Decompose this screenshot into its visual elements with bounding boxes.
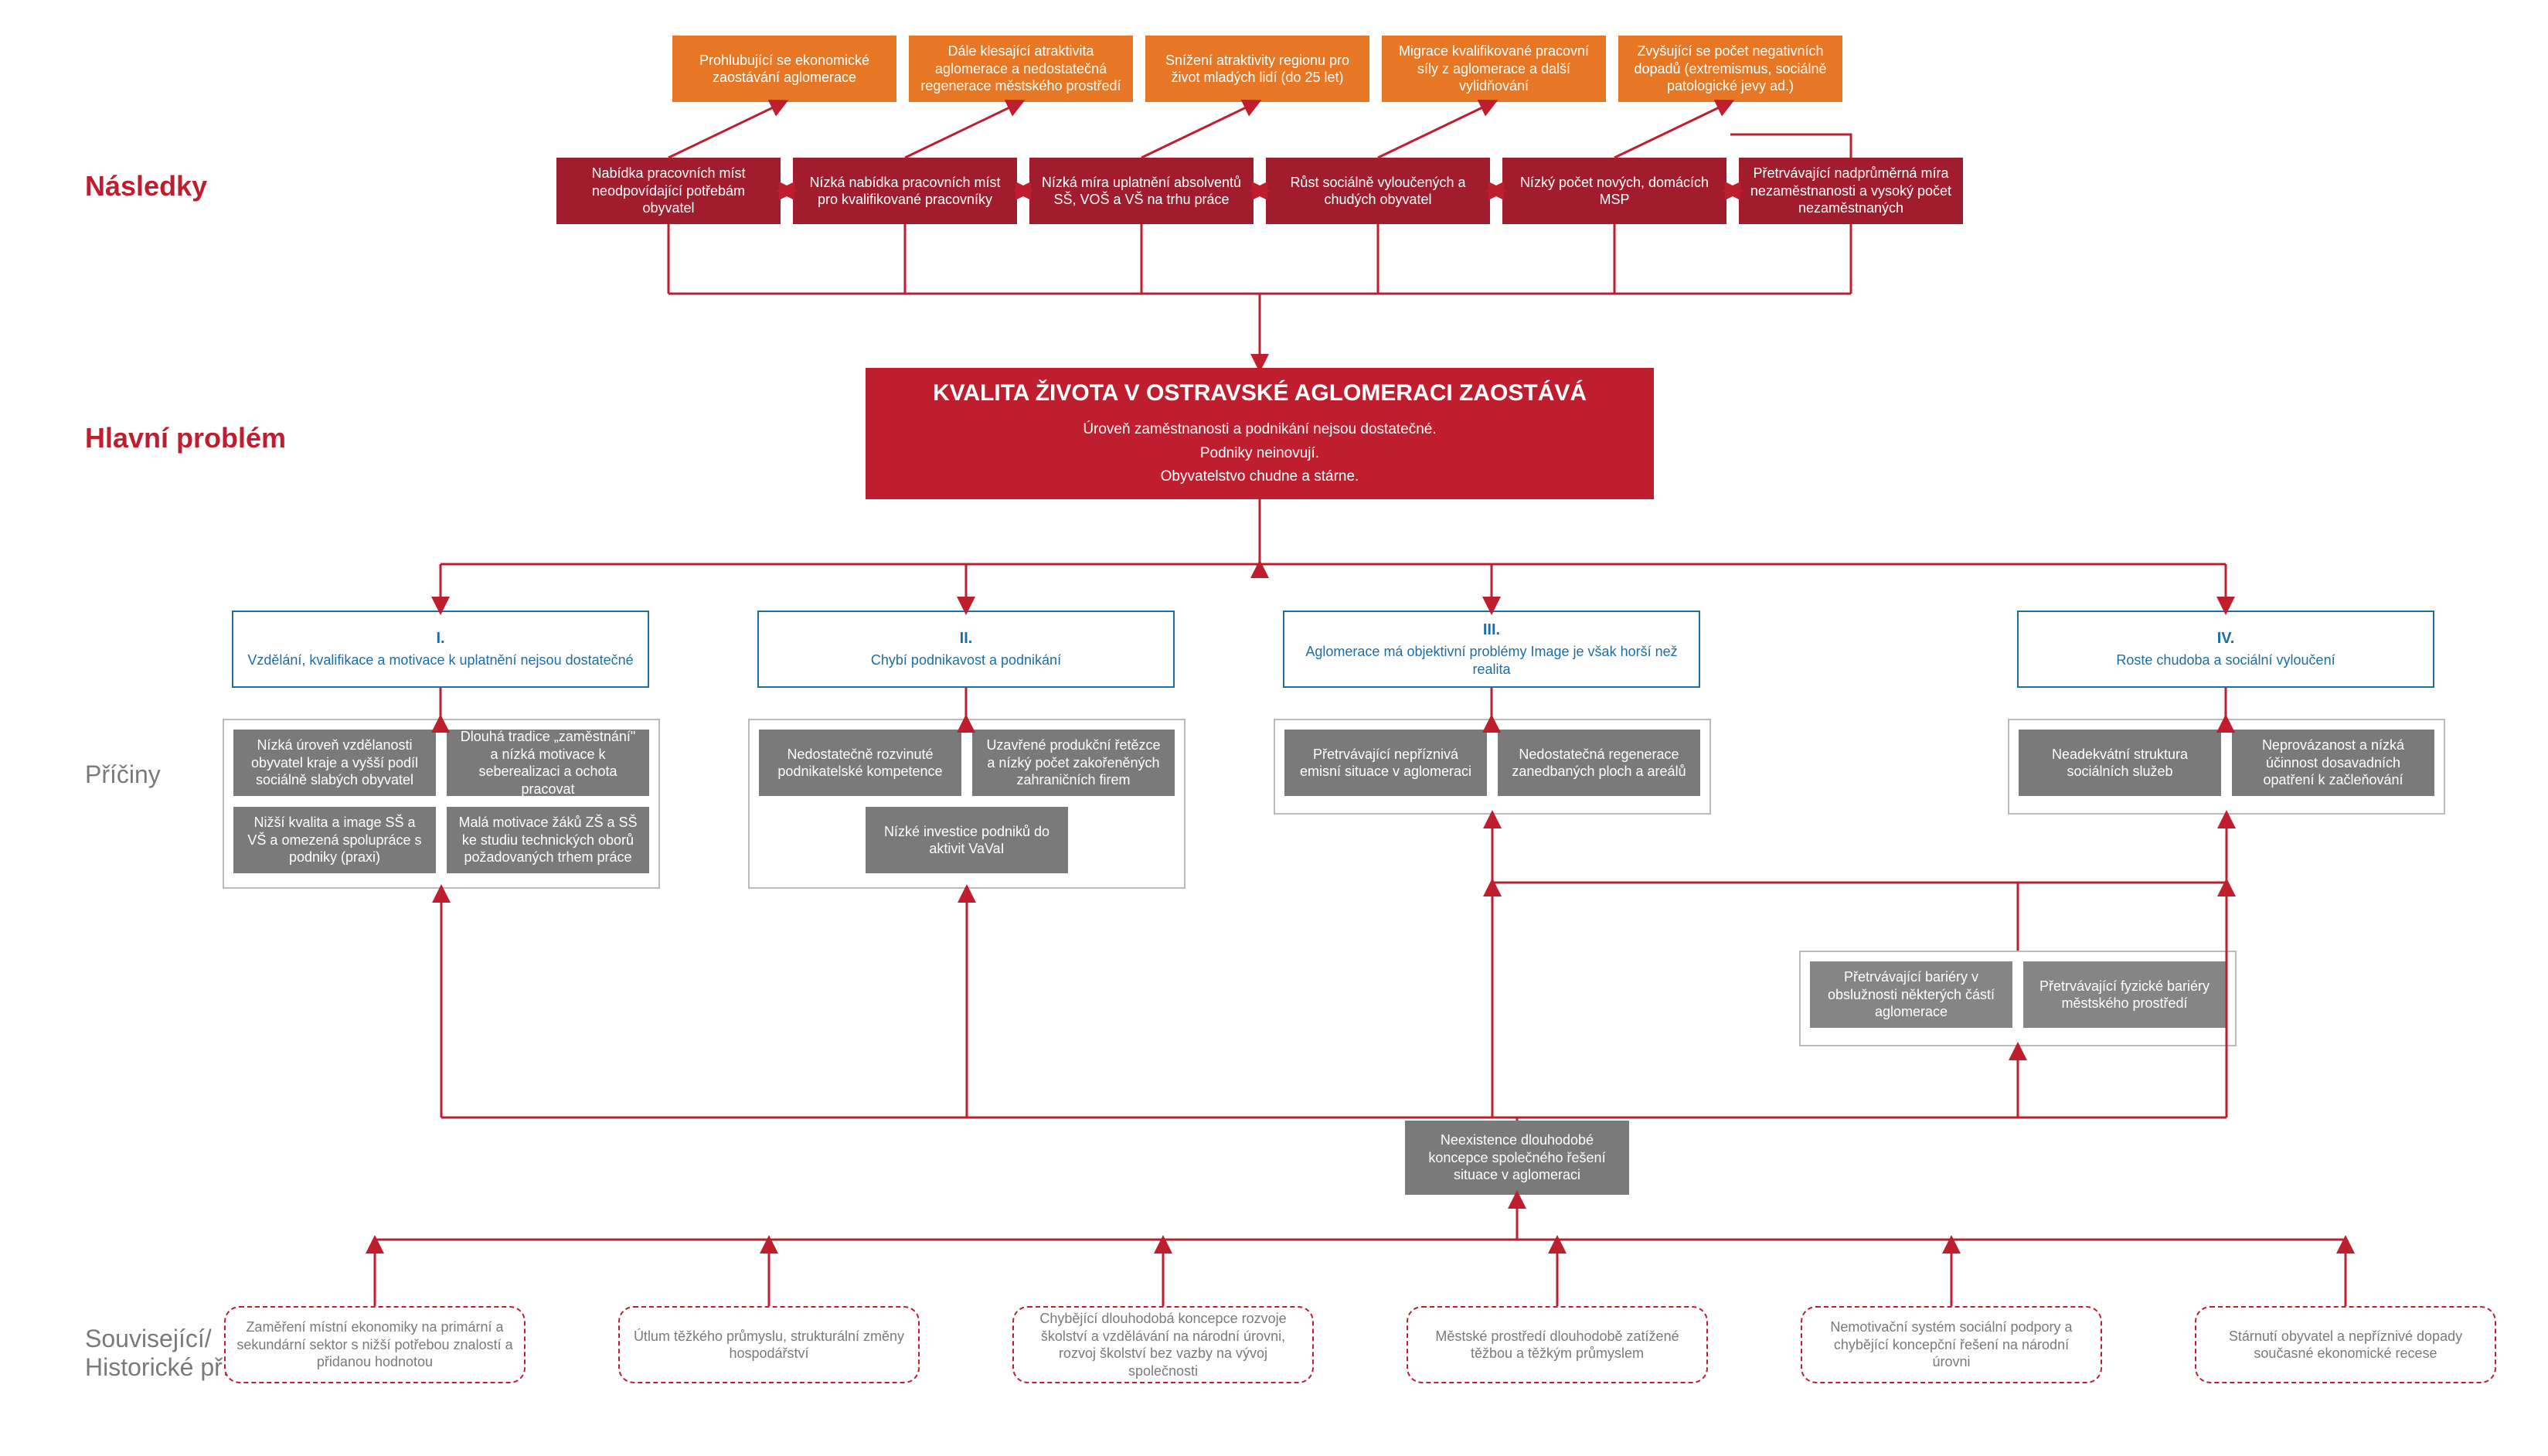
r6: Přetrvávající nadprůměrná míra nezaměstn… xyxy=(1739,158,1963,224)
g1b: Dlouhá tradice „zaměstnání" a nízká moti… xyxy=(447,730,649,796)
g1c: Nižší kvalita a image SŠ a VŠ a omezená … xyxy=(233,807,436,873)
gK: Neexistence dlouhodobé koncepce společné… xyxy=(1405,1121,1629,1195)
o3: Snížení atraktivity regionu pro život ml… xyxy=(1145,36,1369,102)
o4: Migrace kvalifikované pracovní síly z ag… xyxy=(1382,36,1606,102)
diagram: NásledkyHlavní problémPříčinySouvisející… xyxy=(31,23,2504,1433)
r4: Růst sociálně vyloučených a chudých obyv… xyxy=(1266,158,1490,224)
g3b: Nedostatečná regenerace zanedbaných ploc… xyxy=(1498,730,1700,796)
r3: Nízká míra uplatnění absolventů SŠ, VOŠ … xyxy=(1029,158,1254,224)
g4b: Neprovázanost a nízká účinnost dosavadní… xyxy=(2232,730,2434,796)
g1a: Nízká úroveň vzdělanosti obyvatel kraje … xyxy=(233,730,436,796)
g4a: Neadekvátní struktura sociálních služeb xyxy=(2019,730,2221,796)
g2b: Uzavřené produkční řetězce a nízký počet… xyxy=(972,730,1175,796)
g3a: Přetrvávající nepříznivá emisní situace … xyxy=(1284,730,1487,796)
r1: Nabídka pracovních míst neodpovídající p… xyxy=(556,158,781,224)
d6: Stárnutí obyvatel a nepříznivé dopady so… xyxy=(2195,1306,2496,1383)
b3: III.Aglomerace má objektivní problémy Im… xyxy=(1283,611,1700,688)
d1: Zaměření místní ekonomiky na primární a … xyxy=(224,1306,526,1383)
o2: Dále klesající atraktivita aglomerace a … xyxy=(909,36,1133,102)
d5: Nemotivační systém sociální podpory a ch… xyxy=(1801,1306,2102,1383)
g2a: Nedostatečně rozvinuté podnikatelské kom… xyxy=(759,730,961,796)
d3: Chybějící dlouhodobá koncepce rozvoje šk… xyxy=(1012,1306,1314,1383)
o5: Zvyšující se počet negativních dopadů (e… xyxy=(1618,36,1842,102)
g5b: Přetrvávající fyzické bariéry městského … xyxy=(2023,961,2226,1028)
g1d: Malá motivace žáků ZŠ a SŠ ke studiu tec… xyxy=(447,807,649,873)
g2c: Nízké investice podniků do aktivit VaVaI xyxy=(866,807,1068,873)
b2: II.Chybí podnikavost a podnikání xyxy=(757,611,1175,688)
g5a: Přetrvávající bariéry v obslužnosti někt… xyxy=(1810,961,2012,1028)
b1: I.Vzdělání, kvalifikace a motivace k upl… xyxy=(232,611,649,688)
r2: Nízká nabídka pracovních míst pro kvalif… xyxy=(793,158,1017,224)
main: KVALITA ŽIVOTA V OSTRAVSKÉ AGLOMERACI ZA… xyxy=(866,368,1654,499)
label-nasledky: Následky xyxy=(85,170,207,202)
label-hlavni: Hlavní problém xyxy=(85,422,286,454)
r5: Nízký počet nových, domácích MSP xyxy=(1502,158,1726,224)
o1: Prohlubující se ekonomické zaostávání ag… xyxy=(672,36,896,102)
b4: IV.Roste chudoba a sociální vyloučení xyxy=(2017,611,2434,688)
d4: Městské prostředí dlouhodobě zatížené tě… xyxy=(1407,1306,1708,1383)
label-priciny: Příčiny xyxy=(85,760,161,789)
d2: Útlum těžkého průmyslu, strukturální změ… xyxy=(618,1306,920,1383)
